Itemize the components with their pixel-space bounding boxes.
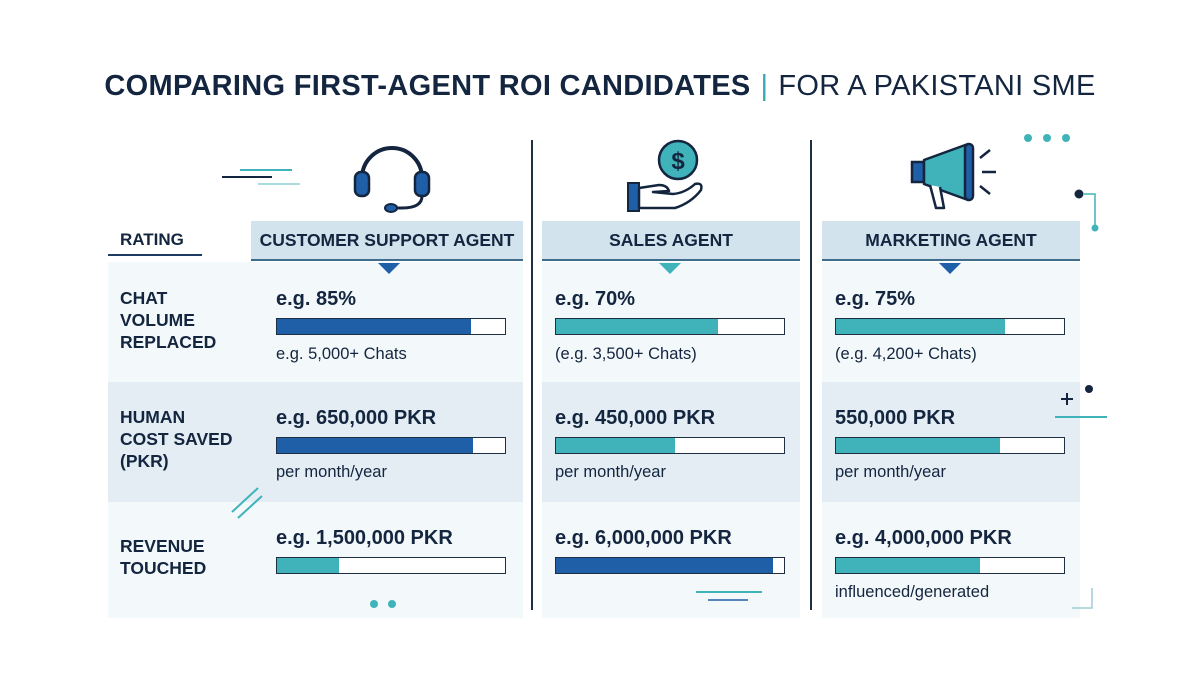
title-sub: FOR A PAKISTANI SME bbox=[778, 70, 1096, 102]
column-header-marketing: MARKETING AGENT bbox=[822, 221, 1080, 261]
marketing-cost-bar bbox=[835, 437, 1065, 454]
marketing-chat-bar bbox=[835, 318, 1065, 335]
sales-cost-bar bbox=[555, 437, 785, 454]
support-chat-note: e.g. 5,000+ Chats bbox=[276, 345, 407, 363]
rating-underline bbox=[108, 254, 202, 256]
column-divider-2 bbox=[810, 140, 812, 610]
support-cost-note: per month/year bbox=[276, 463, 387, 481]
marketing-revenue-bar bbox=[835, 557, 1065, 574]
hand-dollar-icon: $ bbox=[625, 138, 715, 216]
sales-cost-value: e.g. 450,000 PKR bbox=[555, 407, 716, 429]
bar-fill bbox=[277, 558, 339, 573]
support-revenue-bar bbox=[276, 557, 506, 574]
marketing-cost-note: per month/year bbox=[835, 463, 946, 481]
column-header-sales: SALES AGENT bbox=[542, 221, 800, 261]
column-divider-1 bbox=[531, 140, 533, 610]
page-title: COMPARING FIRST-AGENT ROI CANDIDATES | FOR… bbox=[0, 70, 1200, 103]
bar-fill bbox=[556, 558, 773, 573]
support-chat-value: e.g. 85% bbox=[276, 288, 357, 310]
marketing-cost-value: 550,000 PKR bbox=[835, 407, 956, 429]
marketing-revenue-note: influenced/generated bbox=[835, 583, 990, 601]
header-arrow-icon bbox=[378, 263, 400, 274]
bar-fill bbox=[836, 558, 980, 573]
support-revenue-value: e.g. 1,500,000 PKR bbox=[276, 527, 453, 549]
row-label-chat-volume: CHAT VOLUME REPLACED bbox=[120, 288, 217, 352]
svg-text:$: $ bbox=[671, 148, 685, 175]
sales-chat-bar bbox=[555, 318, 785, 335]
row-label-cost-saved: HUMAN COST SAVED (PKR) bbox=[120, 407, 233, 471]
title-main: COMPARING FIRST-AGENT ROI CANDIDATES bbox=[104, 70, 751, 102]
marketing-chat-note: (e.g. 4,200+ Chats) bbox=[835, 345, 977, 363]
header-arrow-icon bbox=[939, 263, 961, 274]
bar-fill bbox=[277, 438, 474, 453]
sales-revenue-value: e.g. 6,000,000 PKR bbox=[555, 527, 732, 549]
bar-fill bbox=[836, 438, 1001, 453]
rating-label: RATING bbox=[120, 230, 184, 249]
bar-fill bbox=[556, 319, 718, 334]
row-label-revenue: REVENUE TOUCHED bbox=[120, 536, 207, 578]
sales-chat-value: e.g. 70% bbox=[555, 288, 636, 310]
sales-cost-note: per month/year bbox=[555, 463, 666, 481]
bar-fill bbox=[836, 319, 1005, 334]
headset-icon bbox=[352, 138, 432, 216]
column-header-support: CUSTOMER SUPPORT AGENT bbox=[251, 221, 523, 261]
support-cost-value: e.g. 650,000 PKR bbox=[276, 407, 437, 429]
bar-fill bbox=[556, 438, 675, 453]
marketing-revenue-value: e.g. 4,000,000 PKR bbox=[835, 527, 1012, 549]
sales-revenue-bar bbox=[555, 557, 785, 574]
sales-chat-note: (e.g. 3,500+ Chats) bbox=[555, 345, 697, 363]
megaphone-icon bbox=[908, 140, 1003, 212]
bar-fill bbox=[277, 319, 471, 334]
title-separator: | bbox=[760, 70, 769, 102]
support-chat-bar bbox=[276, 318, 506, 335]
marketing-chat-value: e.g. 75% bbox=[835, 288, 916, 310]
support-cost-bar bbox=[276, 437, 506, 454]
header-arrow-icon bbox=[659, 263, 681, 274]
